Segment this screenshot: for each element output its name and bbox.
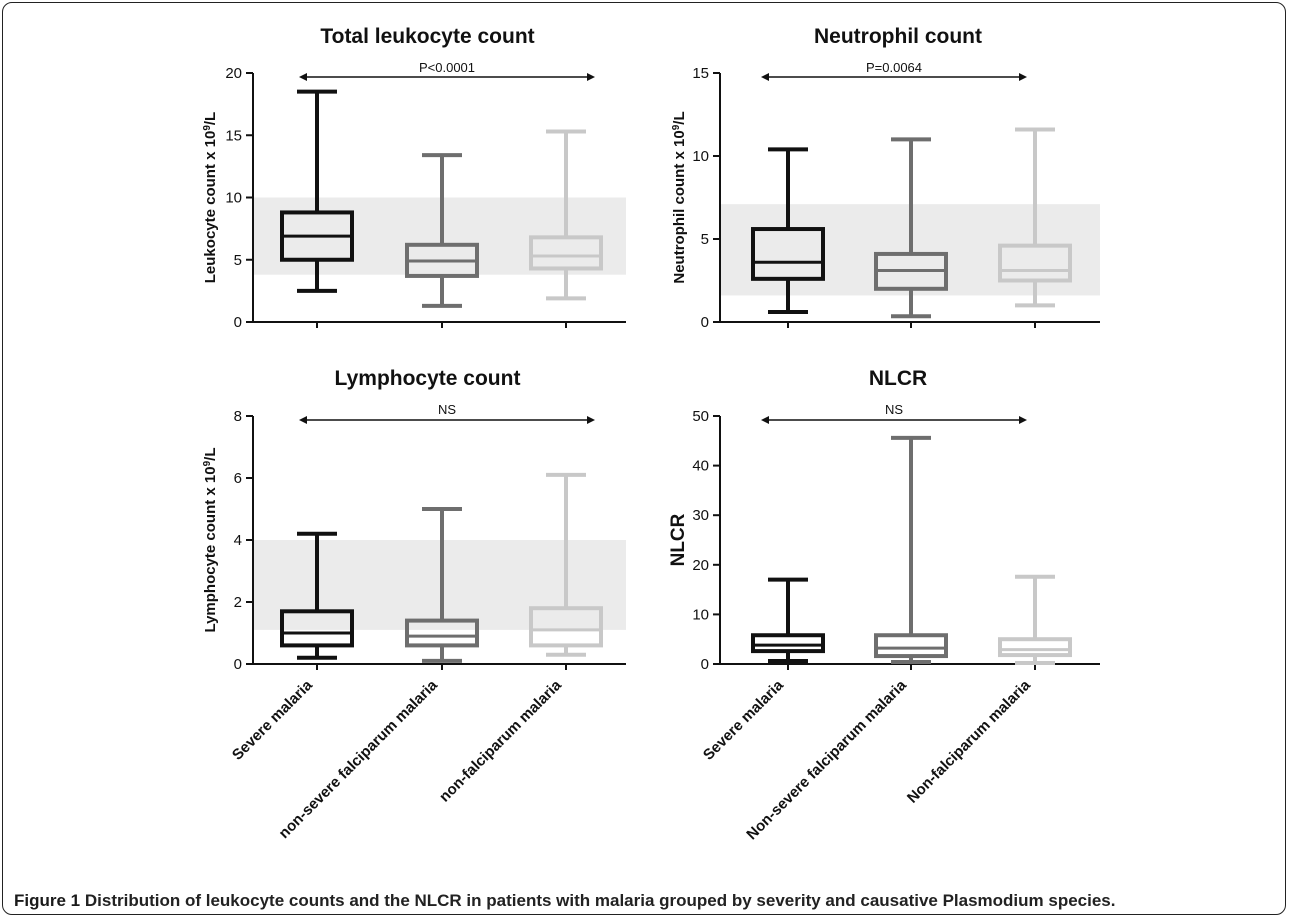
- boxplot-3: [998, 127, 1072, 308]
- y-axis-label: NLCR: [668, 513, 689, 566]
- caption-label: Figure 1: [14, 891, 81, 910]
- y-tick-label: 6: [234, 470, 242, 487]
- significance-arrowhead-right: [587, 416, 595, 424]
- chart-panel-2: Neutrophil count 0 5 10 15 Neutrophil count x…: [671, 25, 1100, 331]
- significance-arrowhead-left: [299, 416, 307, 424]
- y-axis-label-main: Leukocyte count x 10: [202, 131, 219, 284]
- chart-panel-3: Lymphocyte count 0 2 4 6 8 Lymphocyte count x …: [202, 367, 626, 842]
- y-axis-label-main: NLCR: [668, 513, 689, 566]
- boxplot-2: [874, 137, 948, 319]
- chart-panel-1: Total leukocyte count 0 5 10 15 20 Leukocyte c…: [202, 25, 626, 331]
- y-axis-label-main: Lymphocyte count x 10: [202, 466, 219, 632]
- chart-title: Total leukocyte count: [320, 25, 534, 48]
- y-axis-label-sup: 9: [671, 124, 682, 130]
- category-label: non-falciparum malaria: [436, 676, 565, 805]
- y-tick-label: 15: [692, 65, 709, 82]
- y-tick-label: 20: [692, 557, 709, 574]
- y-tick-label: 4: [234, 532, 242, 549]
- box-iqr: [405, 618, 479, 648]
- y-tick-label: 5: [234, 252, 242, 269]
- boxplot-3: [529, 129, 603, 301]
- boxplot-1: [751, 147, 825, 315]
- y-tick-label: 0: [701, 656, 709, 673]
- significance-label: P=0.0064: [866, 60, 922, 75]
- y-axis-label-tail: /L: [671, 111, 688, 124]
- significance-arrowhead-left: [299, 73, 307, 81]
- y-tick-label: 0: [701, 314, 709, 331]
- y-tick-label: 0: [234, 314, 242, 331]
- boxplot-1: [280, 531, 354, 660]
- boxplot-2: [874, 435, 948, 665]
- y-axis-label-sup: 9: [202, 125, 213, 131]
- y-axis-label: Leukocyte count x 109/L: [202, 112, 220, 283]
- box-iqr: [874, 633, 948, 659]
- y-tick-label: 20: [225, 65, 242, 82]
- chart-title: Neutrophil count: [814, 25, 982, 48]
- significance-label: NS: [885, 402, 903, 417]
- box-iqr: [751, 633, 825, 654]
- y-axis-label: Lymphocyte count x 109/L: [202, 447, 220, 632]
- boxplot-1: [751, 577, 825, 664]
- y-tick-label: 10: [692, 606, 709, 623]
- y-axis-label-sup: 9: [202, 460, 213, 466]
- category-label: Severe malaria: [229, 676, 316, 763]
- boxplot-2: [405, 153, 479, 308]
- significance-arrowhead-right: [1019, 416, 1027, 424]
- y-axis-label-tail: /L: [202, 447, 219, 460]
- y-tick-label: 8: [234, 408, 242, 425]
- y-tick-label: 0: [234, 656, 242, 673]
- chart-title: Lymphocyte count: [335, 367, 521, 390]
- figure-caption: Figure 1 Distribution of leukocyte count…: [14, 891, 1115, 911]
- y-tick-label: 10: [692, 148, 709, 165]
- y-tick-label: 30: [692, 507, 709, 524]
- chart-title: NLCR: [869, 367, 927, 390]
- boxplot-2: [405, 507, 479, 663]
- y-tick-label: 2: [234, 594, 242, 611]
- y-tick-label: 10: [225, 190, 242, 207]
- y-axis-label-tail: /L: [202, 112, 219, 125]
- significance-arrowhead-right: [587, 73, 595, 81]
- box-iqr: [529, 606, 603, 648]
- category-label: Non-falciparum malaria: [904, 676, 1034, 806]
- y-tick-label: 15: [225, 127, 242, 144]
- box-iqr: [280, 609, 354, 648]
- significance-arrowhead-left: [761, 73, 769, 81]
- significance-label: P<0.0001: [419, 60, 475, 75]
- significance-arrowhead-right: [1019, 73, 1027, 81]
- box-iqr: [998, 637, 1072, 658]
- y-axis-label-main: Neutrophil count x 10: [671, 130, 688, 283]
- caption-text: Distribution of leukocyte counts and the…: [84, 891, 1116, 910]
- box-iqr: [751, 227, 825, 281]
- y-tick-label: 5: [701, 231, 709, 248]
- significance-label: NS: [438, 402, 456, 417]
- significance-arrowhead-left: [761, 416, 769, 424]
- boxplot-1: [280, 89, 354, 293]
- category-label: Severe malaria: [700, 676, 787, 763]
- box-iqr: [529, 235, 603, 271]
- box-iqr: [998, 243, 1072, 283]
- y-tick-label: 50: [692, 408, 709, 425]
- y-tick-label: 40: [692, 458, 709, 475]
- boxplot-3: [529, 472, 603, 657]
- boxplot-3: [998, 574, 1072, 666]
- y-axis-label: Neutrophil count x 109/L: [671, 111, 689, 283]
